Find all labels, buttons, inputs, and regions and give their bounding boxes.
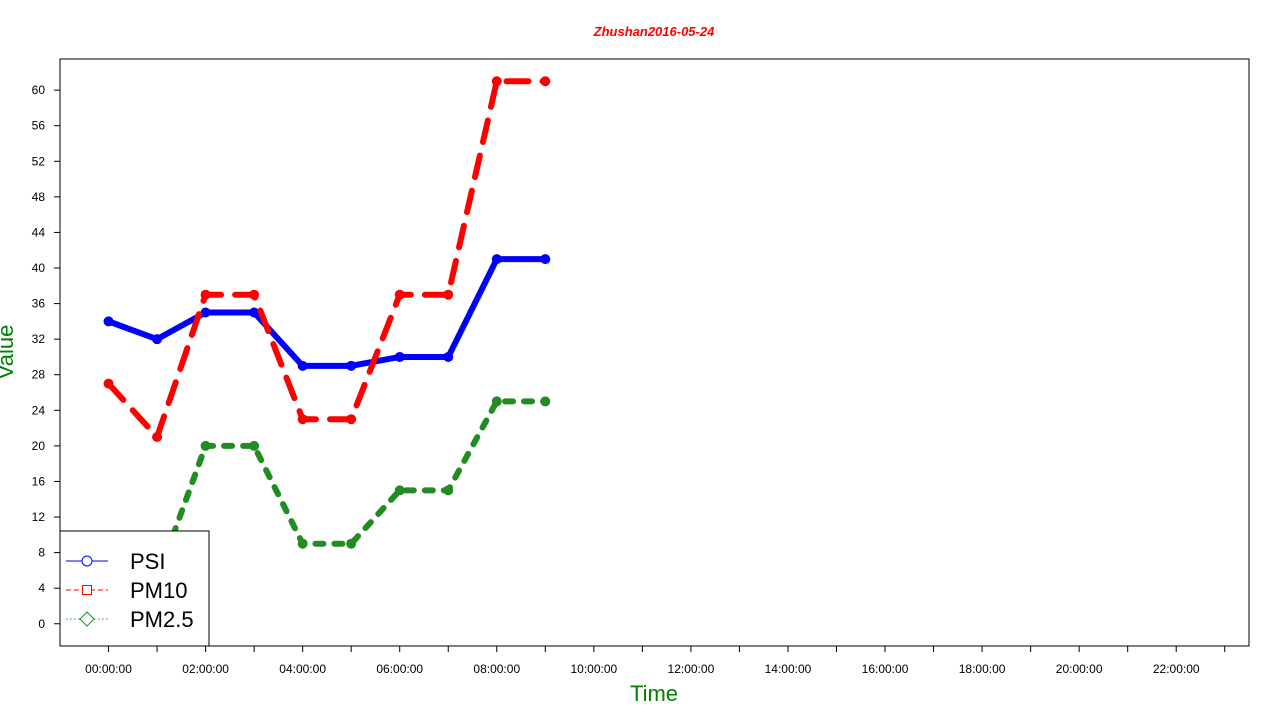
legend-label: PM10 — [130, 578, 187, 603]
y-tick-label: 28 — [32, 368, 46, 382]
y-tick-label: 8 — [38, 546, 45, 560]
y-tick-label: 16 — [32, 474, 46, 488]
x-tick-label: 22:00:00 — [1153, 662, 1200, 676]
y-tick-label: 60 — [32, 83, 46, 97]
series-line-pm25 — [105, 398, 549, 583]
series-layer — [103, 76, 551, 585]
series-line-psi — [105, 256, 549, 369]
y-tick-label: 0 — [38, 617, 45, 631]
chart-title: Zhushan2016-05-24 — [593, 24, 715, 39]
data-point-pm10 — [200, 289, 211, 300]
data-point-psi — [152, 334, 163, 345]
legend-item-pm10: PM10 — [66, 578, 187, 603]
legend-marker — [79, 611, 95, 627]
data-point-pm10 — [443, 289, 454, 300]
data-point-pm10 — [152, 431, 163, 442]
data-point-pm10 — [491, 76, 502, 87]
y-tick-label: 24 — [32, 403, 46, 417]
x-tick-label: 18:00:00 — [959, 662, 1006, 676]
x-axis-title: Time — [630, 681, 678, 706]
legend-item-psi: PSI — [66, 549, 165, 574]
data-point-psi — [249, 307, 260, 318]
data-point-pm25 — [297, 538, 308, 549]
series-line-pm10 — [105, 78, 549, 440]
x-tick-label: 20:00:00 — [1056, 662, 1103, 676]
legend-label: PM2.5 — [130, 607, 194, 632]
data-point-pm10 — [103, 378, 114, 389]
data-point-pm25 — [443, 485, 454, 496]
y-tick-label: 56 — [32, 119, 46, 133]
legend-marker — [82, 585, 92, 595]
y-tick-label: 40 — [32, 261, 46, 275]
data-point-pm25 — [200, 440, 211, 451]
y-tick-label: 44 — [32, 225, 46, 239]
y-tick-label: 32 — [32, 332, 46, 346]
data-point-psi — [443, 351, 454, 362]
legend-label: PSI — [130, 549, 165, 574]
y-tick-label: 52 — [32, 154, 46, 168]
data-point-pm25 — [394, 485, 405, 496]
x-tick-label: 08:00:00 — [473, 662, 520, 676]
x-axis: 00:00:00 02:00:00 04:00:00 06:00:00 08:00:00… — [85, 646, 1226, 676]
data-point-pm25 — [249, 440, 260, 451]
data-point-pm10 — [297, 414, 308, 425]
data-point-psi — [540, 254, 551, 265]
x-tick-label: 00:00:00 — [85, 662, 132, 676]
data-point-psi — [394, 351, 405, 362]
data-point-psi — [491, 254, 502, 265]
plot-frame — [59, 58, 1250, 647]
data-point-pm10 — [249, 289, 260, 300]
data-point-pm10 — [346, 414, 357, 425]
legend-item-pm25: PM2.5 — [66, 607, 194, 632]
y-tick-label: 20 — [32, 439, 46, 453]
x-tick-label: 12:00:00 — [668, 662, 715, 676]
data-point-pm10 — [394, 289, 405, 300]
x-tick-label: 02:00:00 — [182, 662, 229, 676]
legend-marker — [81, 555, 93, 567]
x-tick-label: 10:00:00 — [570, 662, 617, 676]
data-point-psi — [200, 307, 211, 318]
data-point-pm25 — [540, 396, 551, 407]
data-point-psi — [346, 360, 357, 371]
x-tick-label: 14:00:00 — [765, 662, 812, 676]
data-point-psi — [297, 360, 308, 371]
x-tick-label: 04:00:00 — [279, 662, 326, 676]
x-tick-label: 06:00:00 — [376, 662, 423, 676]
data-point-pm10 — [540, 76, 551, 87]
y-tick-label: 12 — [32, 510, 46, 524]
y-tick-label: 36 — [32, 297, 46, 311]
data-point-psi — [103, 316, 114, 327]
x-tick-label: 16:00:00 — [862, 662, 909, 676]
data-point-pm25 — [346, 538, 357, 549]
y-axis-title: Value — [0, 325, 18, 380]
data-point-pm25 — [491, 396, 502, 407]
y-tick-label: 4 — [38, 581, 45, 595]
y-tick-label: 48 — [32, 190, 46, 204]
legend: PSI PM10 PM2.5 — [59, 530, 210, 647]
